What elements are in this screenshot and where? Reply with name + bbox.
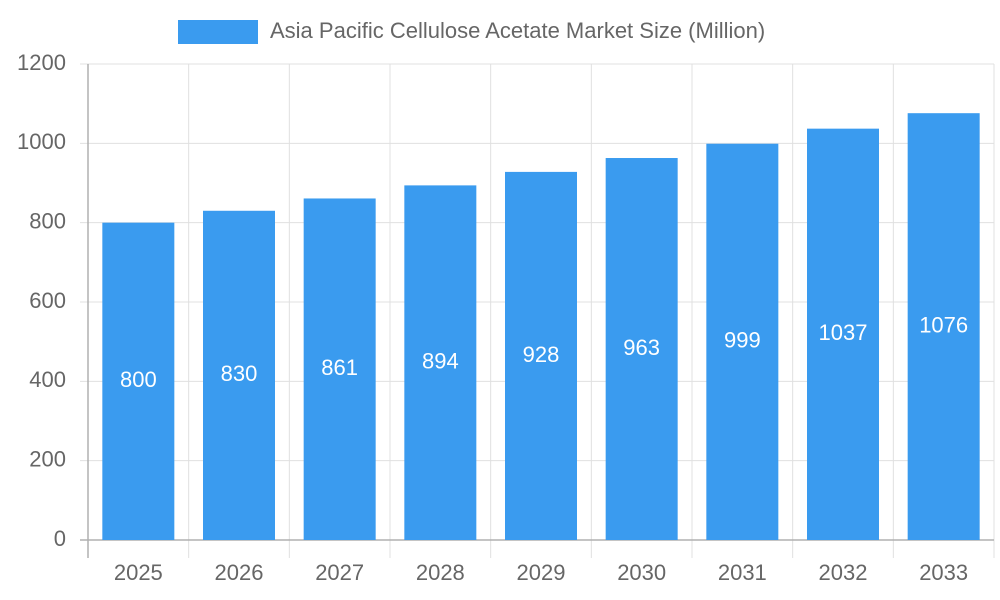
y-tick-label: 0 bbox=[54, 526, 66, 551]
bar bbox=[706, 143, 779, 541]
x-tick-label: 2031 bbox=[718, 560, 767, 585]
x-tick-label: 2033 bbox=[919, 560, 968, 585]
data-label: 800 bbox=[120, 367, 157, 392]
data-label: 1037 bbox=[819, 320, 868, 345]
data-label: 928 bbox=[523, 342, 560, 367]
bar bbox=[807, 128, 879, 540]
y-tick-label: 400 bbox=[29, 367, 66, 392]
legend-swatch bbox=[178, 20, 258, 44]
bar bbox=[907, 113, 980, 540]
data-label: 999 bbox=[724, 328, 761, 353]
data-label: 963 bbox=[623, 335, 660, 360]
bar bbox=[505, 171, 577, 541]
bar bbox=[404, 185, 477, 540]
x-tick-label: 2029 bbox=[517, 560, 566, 585]
x-tick-label: 2027 bbox=[315, 560, 364, 585]
y-tick-label: 200 bbox=[29, 446, 66, 471]
y-tick-label: 600 bbox=[29, 288, 66, 313]
bar bbox=[303, 198, 376, 540]
y-tick-label: 1000 bbox=[17, 129, 66, 154]
bar bbox=[102, 222, 175, 540]
x-tick-label: 2030 bbox=[617, 560, 666, 585]
data-label: 830 bbox=[221, 361, 258, 386]
data-label: 894 bbox=[422, 349, 459, 374]
x-tick-label: 2028 bbox=[416, 560, 465, 585]
x-tick-label: 2032 bbox=[819, 560, 868, 585]
y-tick-label: 1200 bbox=[17, 50, 66, 75]
data-label: 1076 bbox=[919, 312, 968, 337]
data-label: 861 bbox=[321, 355, 358, 380]
x-tick-label: 2025 bbox=[114, 560, 163, 585]
legend-label: Asia Pacific Cellulose Acetate Market Si… bbox=[270, 18, 765, 43]
y-tick-label: 800 bbox=[29, 208, 66, 233]
x-tick-label: 2026 bbox=[215, 560, 264, 585]
bar bbox=[605, 158, 678, 540]
bar bbox=[203, 210, 275, 540]
